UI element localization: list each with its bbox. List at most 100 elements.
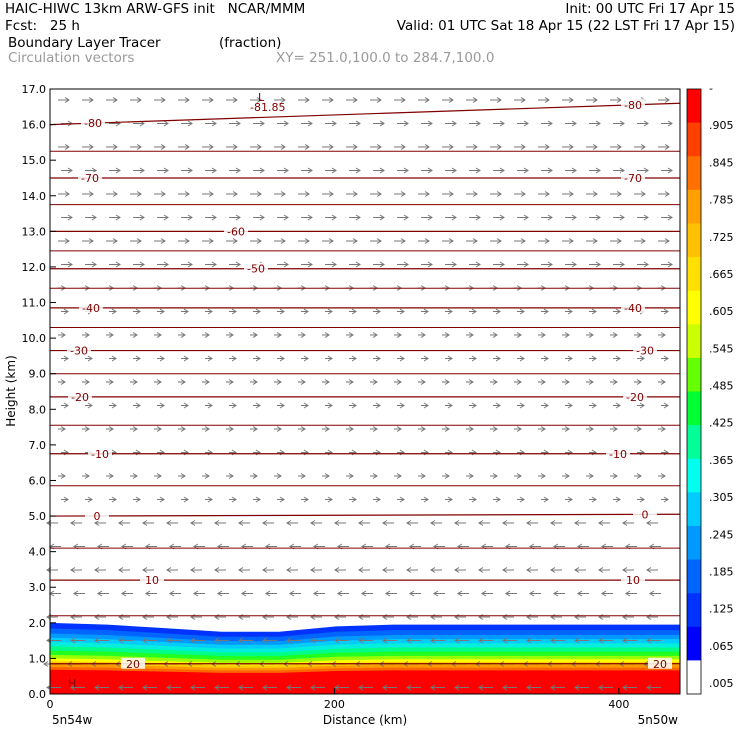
circulation-vector: [322, 379, 330, 385]
circulation-vector: [277, 261, 289, 268]
circulation-vector: [157, 496, 165, 503]
circulation-vector: [589, 120, 601, 127]
circulation-vector: [541, 308, 549, 315]
circulation-vector: [373, 214, 385, 221]
circulation-vector: [397, 402, 405, 409]
circulation-vector: [166, 567, 178, 573]
circulation-vector: [310, 520, 322, 526]
circulation-vector: [538, 144, 550, 150]
circulation-vector: [61, 308, 69, 315]
colorbar-label: .125: [709, 603, 734, 616]
circulation-vector: [418, 144, 430, 150]
circulation-vector: [373, 496, 381, 503]
circulation-vector: [73, 590, 85, 597]
circulation-vector: [118, 520, 130, 526]
circulation-vector: [442, 379, 450, 385]
circulation-vector: [418, 473, 426, 479]
circulation-vector: [301, 402, 309, 409]
circulation-vector: [433, 590, 445, 597]
circulation-vector: [421, 261, 433, 268]
circulation-vector: [130, 144, 142, 150]
circulation-vector: [445, 120, 457, 127]
circulation-vector: [454, 520, 466, 526]
circulation-vector: [229, 167, 241, 174]
circulation-vector: [58, 144, 70, 150]
circulation-vector: [610, 426, 618, 432]
circulation-vector: [157, 214, 169, 221]
circulation-vector: [421, 496, 429, 503]
isotherm-label: -30: [636, 345, 654, 358]
circulation-vector: [58, 426, 66, 432]
circulation-vector: [250, 97, 262, 103]
circulation-vector: [502, 520, 514, 526]
circulation-vector: [586, 238, 598, 244]
circulation-vector: [610, 144, 622, 150]
circulation-vector: [517, 120, 529, 127]
circulation-vector: [277, 120, 289, 127]
plot-frame: [49, 88, 681, 695]
circulation-vector: [58, 379, 66, 385]
circulation-vector: [181, 261, 193, 268]
circulation-vector: [346, 332, 354, 338]
circulation-vector: [649, 590, 661, 597]
circulation-vector: [577, 590, 589, 597]
circulation-vector: [301, 261, 313, 268]
circulation-vector: [274, 144, 286, 150]
circulation-vector: [421, 355, 429, 362]
circulation-vector: [466, 473, 474, 479]
circulation-vector: [514, 379, 522, 385]
circulation-vector: [286, 567, 298, 573]
circulation-vector: [301, 214, 313, 221]
x-axis-title: Distance (km): [323, 713, 407, 727]
circulation-vector: [646, 637, 661, 644]
circulation-vector: [310, 637, 325, 644]
circulation-vector: [181, 214, 193, 221]
circulation-vector: [493, 120, 505, 127]
circulation-vector: [130, 426, 138, 432]
circulation-vector: [154, 379, 162, 385]
circulation-vector: [61, 355, 69, 362]
circulation-vector: [154, 426, 162, 432]
isotherm-label: -10: [91, 448, 109, 461]
circulation-vector: [253, 355, 261, 362]
circulation-vector: [325, 496, 333, 503]
circulation-vector: [262, 684, 277, 691]
circulation-vector: [454, 637, 469, 644]
circulation-vector: [442, 332, 450, 338]
x-tick-label: 0: [47, 698, 54, 711]
circulation-vector: [70, 520, 82, 526]
circulation-vector: [94, 567, 106, 573]
circulation-vector: [286, 520, 298, 526]
circulation-vector: [298, 97, 310, 103]
circulation-vector: [610, 332, 618, 338]
circulation-vector: [214, 637, 229, 644]
circulation-vector: [541, 355, 549, 362]
circulation-vector: [586, 191, 598, 197]
circulation-vector: [637, 402, 645, 409]
init-time: Init: 00 UTC Fri 17 Apr 15: [565, 1, 735, 17]
circulation-vector: [346, 97, 358, 103]
circulation-vector: [421, 402, 429, 409]
colorbar-swatch: [687, 425, 701, 460]
circulation-vector: [349, 496, 357, 503]
circulation-vector: [277, 308, 285, 315]
field-name: Boundary Layer Tracer: [8, 35, 161, 51]
circulation-vector: [322, 191, 334, 197]
circulation-vector: [538, 473, 546, 479]
circulation-vector: [349, 120, 361, 127]
colorbar-label: .665: [709, 268, 734, 281]
circulation-vector: [661, 355, 669, 362]
circulation-vector: [349, 214, 361, 221]
circulation-vector: [229, 496, 237, 503]
circulation-vector: [49, 590, 61, 597]
x-tick-label: 200: [324, 698, 345, 711]
circulation-vector: [214, 684, 229, 691]
circulation-vector: [493, 308, 501, 315]
colorbar-label: .605: [709, 305, 734, 318]
circulation-vector: [70, 684, 85, 691]
circulation-vector: [409, 590, 421, 597]
circulation-vector: [418, 379, 426, 385]
circulation-vector: [493, 402, 501, 409]
circulation-vector: [538, 97, 550, 103]
circulation-vector: [106, 379, 114, 385]
